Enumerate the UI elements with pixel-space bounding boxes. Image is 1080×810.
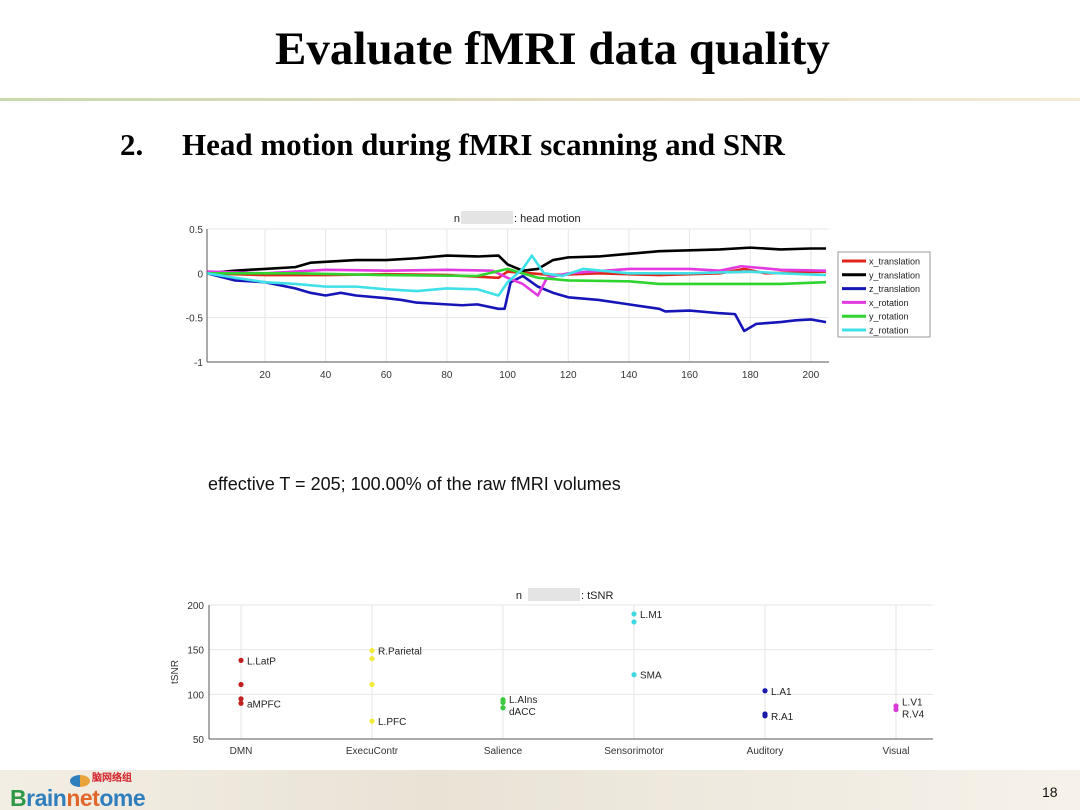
x-tick-label: Auditory	[747, 746, 784, 757]
point-label: SMA	[640, 671, 662, 682]
data-point	[631, 611, 637, 617]
x-tick-label: Sensorimotor	[604, 746, 664, 757]
page-number: 18	[1042, 784, 1058, 800]
data-point	[893, 703, 899, 709]
y-tick-label: -1	[194, 358, 203, 369]
logo-chinese: 脑网络组	[92, 773, 132, 784]
data-point	[500, 699, 506, 705]
subtitle-number: 2.	[120, 127, 144, 162]
data-point	[238, 700, 244, 706]
point-label: L.M1	[640, 610, 663, 621]
point-label: R.V4	[902, 710, 925, 721]
x-tick-label: ExecuContr	[346, 746, 399, 757]
x-tick-label: 140	[621, 370, 638, 381]
legend-label: x_translation	[869, 257, 920, 267]
x-tick-label: 100	[499, 370, 516, 381]
x-tick-label: 180	[742, 370, 759, 381]
data-point	[238, 681, 244, 688]
slide-title: Evaluate fMRI data quality	[275, 23, 830, 75]
x-tick-label: Salience	[484, 746, 523, 757]
x-tick-label: DMN	[230, 746, 253, 757]
redacted-box	[461, 211, 513, 224]
legend-box	[837, 251, 931, 338]
series-line-y_rotation	[207, 267, 827, 286]
legend-label: x_rotation	[869, 298, 909, 308]
point-label: L.V1	[902, 698, 923, 709]
brainnetome-logo: Brainnetome	[10, 785, 146, 810]
x-tick-label: 200	[803, 370, 820, 381]
y-tick-label: 0	[197, 269, 203, 280]
x-tick-label: 160	[681, 370, 698, 381]
plot-area	[207, 229, 829, 362]
series-line-z_rotation	[207, 254, 827, 297]
point-label: aMPFC	[247, 699, 281, 710]
y-tick-label: 0.5	[189, 225, 203, 236]
data-point	[238, 696, 244, 702]
x-tick-label: 40	[320, 370, 332, 381]
data-point	[369, 681, 375, 688]
data-point	[500, 705, 506, 711]
title-divider	[0, 98, 1080, 101]
data-point	[369, 647, 375, 654]
footer-band	[0, 770, 1080, 810]
y-tick-label: 150	[187, 646, 204, 657]
chart-title-prefix: n	[516, 590, 522, 602]
point-label: L.A1	[771, 687, 792, 698]
data-point	[238, 657, 244, 663]
chart-title: : head motion	[514, 213, 581, 225]
legend-label: y_rotation	[869, 312, 909, 322]
series-line-y_translation	[207, 246, 827, 275]
point-label: L.PFC	[378, 717, 406, 728]
chart-title-prefix: n	[454, 213, 460, 225]
legend-label: z_rotation	[869, 326, 909, 336]
x-tick-label: 120	[560, 370, 577, 381]
chart-title: : tSNR	[581, 590, 613, 602]
subtitle-text: Head motion during fMRI scanning and SNR	[182, 127, 785, 162]
y-axis-label: tSNR	[170, 660, 181, 684]
data-point	[762, 688, 768, 694]
x-tick-label: 60	[381, 370, 393, 381]
x-tick-label: Visual	[882, 746, 909, 757]
slide-subtitle: 2. Head motion during fMRI scanning and S…	[120, 127, 785, 163]
point-label: L.AIns	[509, 695, 537, 706]
x-tick-label: 80	[441, 370, 453, 381]
data-point	[369, 718, 375, 724]
y-tick-label: -0.5	[186, 314, 204, 325]
point-label: R.Parietal	[378, 647, 422, 658]
legend-label: z_translation	[869, 284, 920, 294]
effective-t-text: effective T = 205; 100.00% of the raw fM…	[208, 474, 621, 494]
data-point	[631, 619, 637, 625]
y-tick-label: 200	[187, 601, 204, 612]
data-point	[762, 713, 768, 719]
data-point	[893, 706, 899, 713]
data-point	[631, 672, 637, 678]
y-tick-label: 50	[193, 735, 205, 746]
legend-label: y_translation	[869, 270, 920, 280]
brain-logo-icon	[70, 775, 90, 787]
y-tick-label: 100	[187, 690, 204, 701]
point-label: dACC	[509, 707, 536, 718]
point-label: R.A1	[771, 712, 794, 723]
redacted-box	[528, 588, 580, 601]
series-line-x_rotation	[207, 264, 827, 297]
data-point	[369, 656, 375, 662]
series-line-z_translation	[207, 272, 827, 333]
point-label: L.LatP	[247, 656, 276, 667]
x-tick-label: 20	[259, 370, 271, 381]
